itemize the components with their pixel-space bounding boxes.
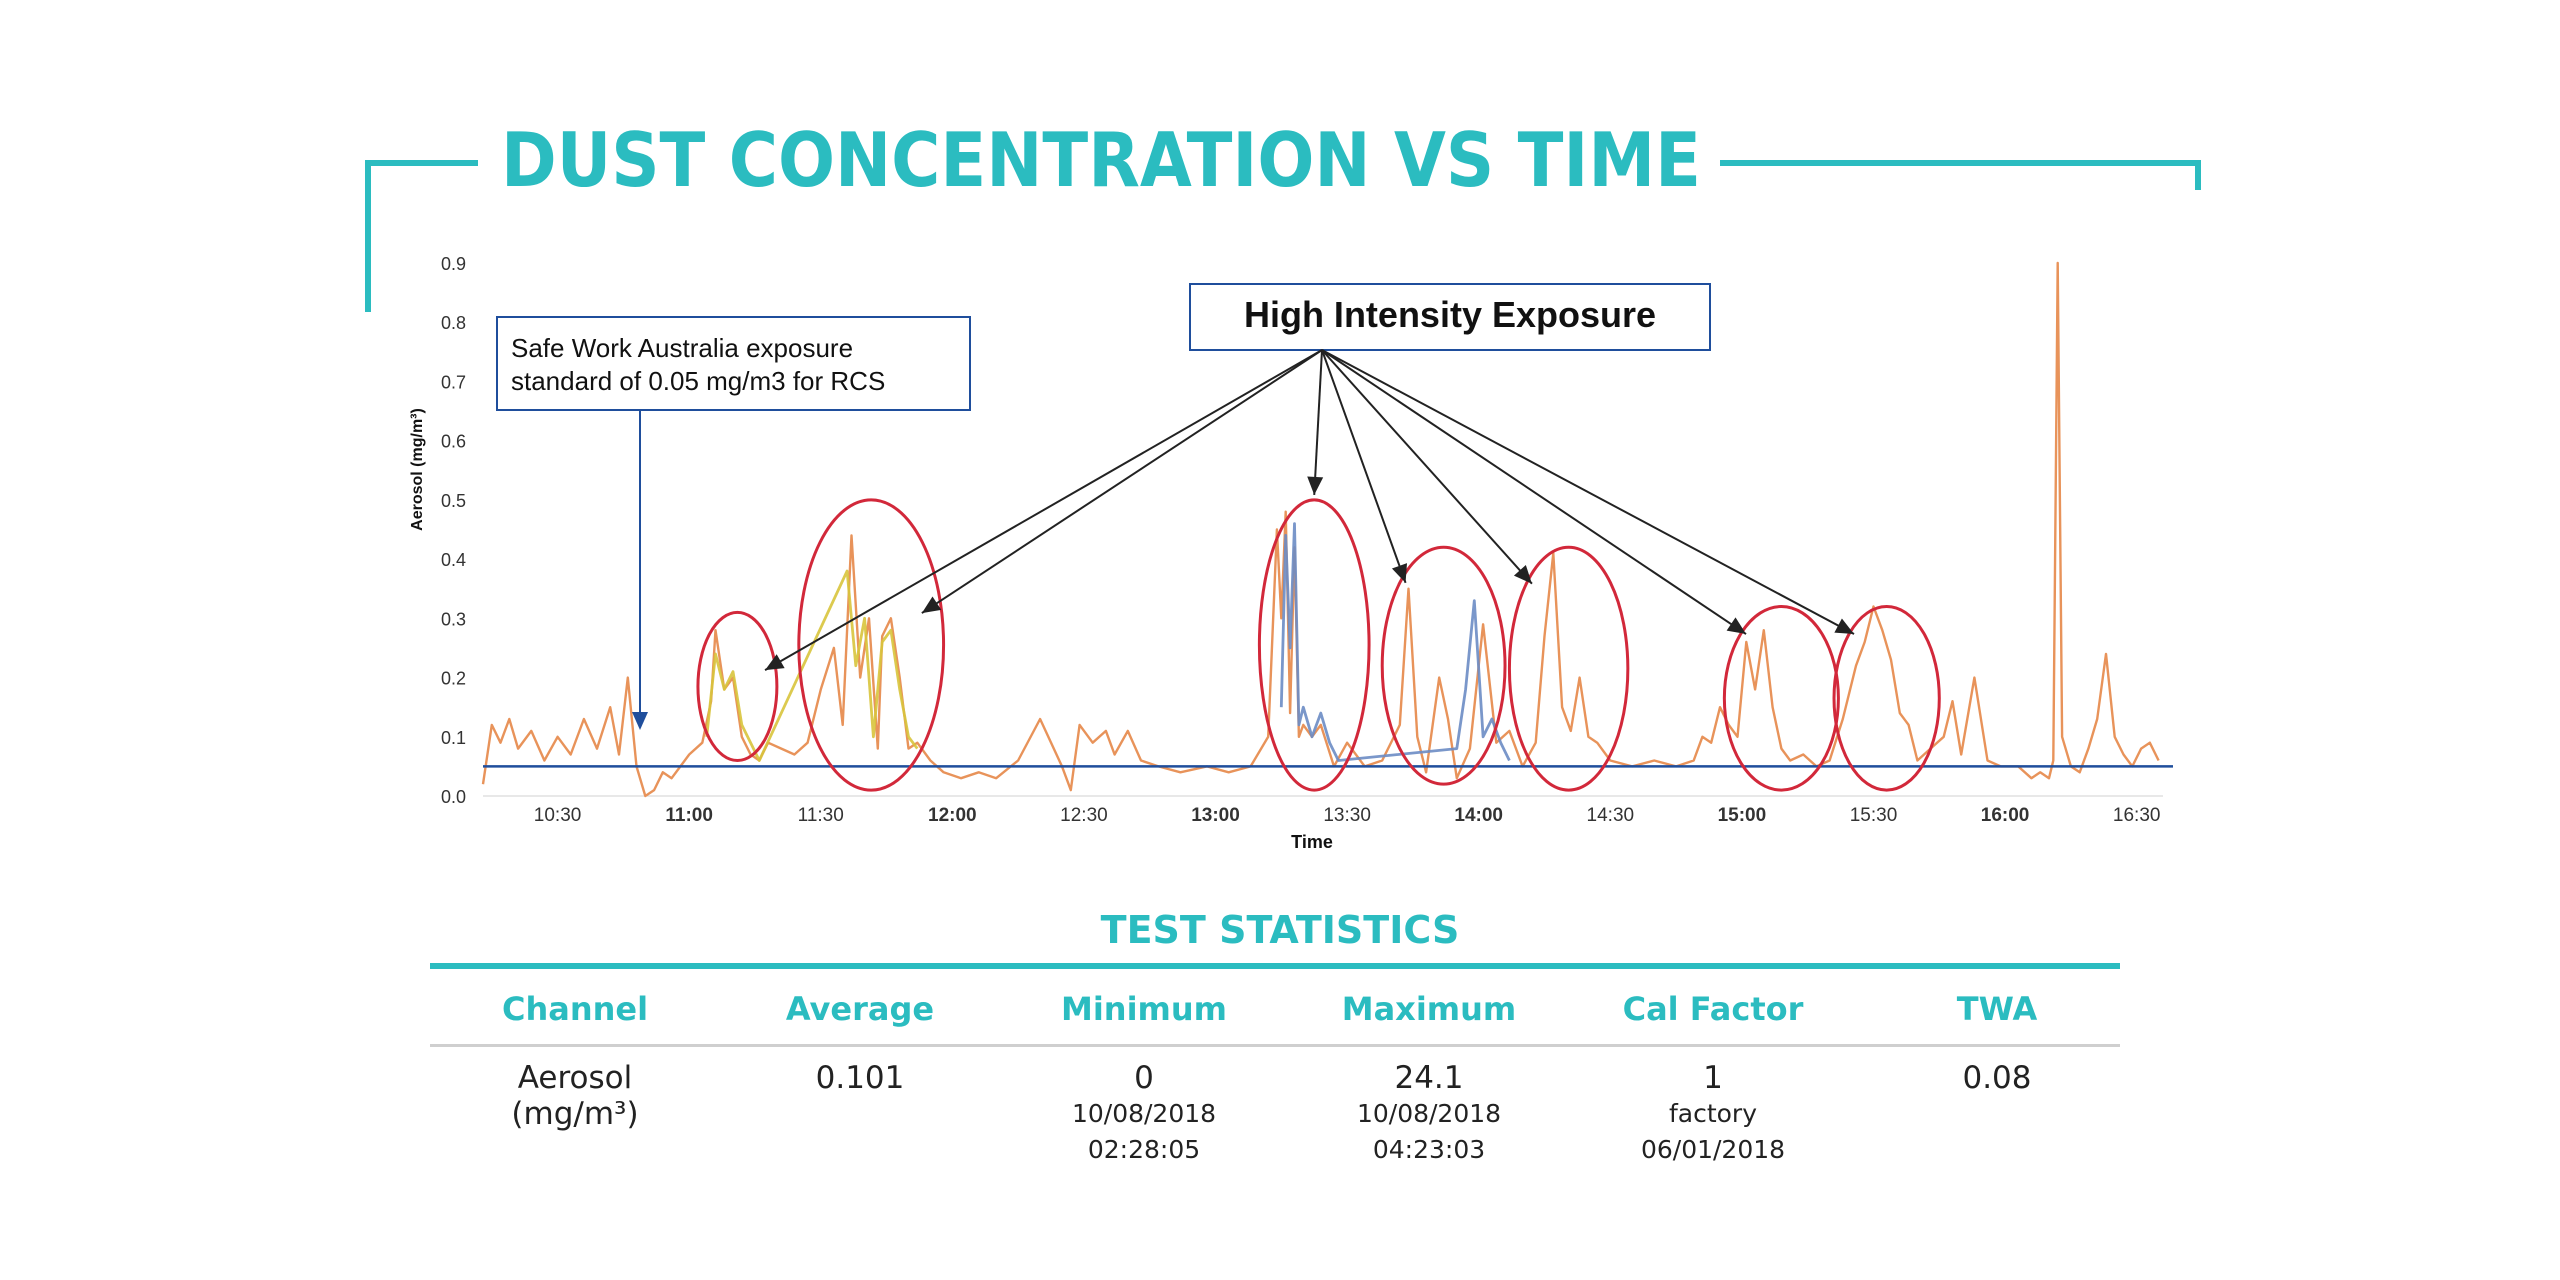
stats-cell-value: 0.101 [815, 1060, 905, 1096]
stats-cell-minimum: 0 10/08/2018 02:28:05 [1004, 1060, 1284, 1168]
highlight-arrow-line-5 [1321, 349, 1533, 585]
stats-cell-detail: 10/08/2018 [1071, 1099, 1217, 1128]
page-title: DUST CONCENTRATION VS TIME [501, 116, 1701, 204]
highlight-circle-7 [1832, 604, 1941, 792]
series-line-3 [1279, 522, 1511, 762]
arrow-layer [632, 349, 1855, 730]
x-tick-label: 11:00 [665, 805, 713, 826]
x-tick-label: 14:00 [1454, 805, 1503, 826]
header-cal-factor: Cal Factor [1622, 990, 1804, 1028]
stats-cell-maximum: 24.1 10/08/2018 04:23:03 [1289, 1060, 1569, 1168]
y-tick-label: 0.9 [441, 254, 466, 274]
y-tick-label: 0.0 [441, 787, 466, 807]
x-tick-label: 12:00 [928, 805, 977, 826]
stats-cell-value: Aerosol [517, 1060, 633, 1096]
highlight-circle-4 [1380, 545, 1507, 786]
x-tick-label: 15:30 [1850, 805, 1898, 826]
stats-rule-top [430, 963, 2120, 969]
highlight-circle-5 [1507, 545, 1630, 792]
y-tick-label: 0.1 [441, 728, 466, 748]
y-tick-label: 0.8 [441, 313, 466, 333]
x-tick-label: 15:00 [1718, 805, 1767, 826]
dust-chart: DUST CONCENTRATION VS TIME 0.00.10.20.30… [365, 116, 2201, 852]
header-minimum: Minimum [1060, 990, 1228, 1028]
stats-cell-detail: 10/08/2018 [1356, 1099, 1502, 1128]
header-average: Average [785, 990, 935, 1028]
x-tick-label: 11:30 [798, 805, 844, 826]
y-tick-label: 0.4 [441, 550, 466, 570]
highlight-label: High Intensity Exposure [1244, 294, 1656, 335]
stats-cell-value: 0.08 [1962, 1060, 2032, 1096]
highlight-arrow-line-2 [921, 349, 1323, 614]
header-maximum: Maximum [1341, 990, 1517, 1028]
stats-cell-value: 24.1 [1394, 1060, 1464, 1096]
header-channel: Channel [501, 990, 649, 1028]
highlight-label-box [1189, 283, 1711, 351]
highlight-arrow-head-3 [1307, 476, 1324, 495]
highlight-arrow-head-6 [1726, 617, 1747, 635]
x-tick-label: 10:30 [534, 805, 582, 826]
stats-cell-average: 0.101 [720, 1060, 1000, 1096]
stats-rule-mid [430, 1044, 2120, 1047]
series-layer [481, 261, 2173, 798]
highlight-arrow-line-1 [764, 349, 1323, 672]
highlight-circle-3 [1257, 498, 1371, 792]
stats-cell-detail: 02:28:05 [1087, 1135, 1201, 1164]
stats-cell-detail: 06/01/2018 [1640, 1135, 1786, 1164]
highlight-arrow-head-1 [765, 654, 785, 671]
axis-layer: 0.0 0.1 0.2 0.3 0.4 0.5 0.6 0.7 0.8 0.9 10:30 11:00… [409, 254, 2163, 852]
x-axis-label: Time [1291, 832, 1333, 852]
stats-cell-value: 1 [1703, 1060, 1723, 1096]
y-tick-label: 0.7 [441, 372, 466, 392]
highlight-arrow-line-6 [1321, 349, 1747, 635]
stats-cell-detail: 04:23:03 [1372, 1135, 1486, 1164]
highlight-arrow-line-4 [1321, 349, 1407, 584]
highlight-arrow-line-7 [1321, 349, 1855, 635]
highlight-arrow-head-7 [1834, 618, 1855, 635]
highlight-layer [696, 498, 1941, 792]
highlight-arrow-line-3 [1313, 349, 1323, 495]
stats-cell-value: 0 [1134, 1060, 1154, 1096]
reference-box [496, 316, 971, 411]
highlight-arrow-head-4 [1391, 563, 1408, 583]
reference-box-line-2: standard of 0.05 mg/m3 for RCS [511, 366, 885, 396]
title-frame-left [365, 160, 478, 312]
x-tick-label: 13:00 [1191, 805, 1240, 826]
stats-cell-detail: (mg/m³) [511, 1096, 639, 1132]
y-tick-label: 0.3 [441, 609, 466, 629]
y-tick-label: 0.6 [441, 432, 466, 452]
title-frame-right [1720, 160, 2201, 190]
series-line-2 [705, 569, 919, 762]
x-tick-label: 16:00 [1981, 805, 2030, 826]
highlight-circle-1 [696, 610, 779, 762]
highlight-arrow-head-2 [921, 596, 942, 614]
x-tick-label: 14:30 [1587, 805, 1635, 826]
reference-arrow-head [632, 712, 648, 730]
stats-cell-detail: factory [1668, 1099, 1758, 1128]
highlight-circle-6 [1722, 604, 1840, 792]
stats-cell-twa: 0.08 [1857, 1060, 2137, 1096]
highlight-arrow-head-5 [1513, 564, 1532, 584]
stats-cell-channel: Aerosol (mg/m³) [435, 1060, 715, 1132]
stats-title: TEST STATISTICS [1100, 908, 1460, 952]
reference-box-line-1: Safe Work Australia exposure [511, 333, 853, 363]
x-tick-label: 12:30 [1060, 805, 1108, 826]
y-axis-label: Aerosol (mg/m³) [409, 408, 426, 531]
x-tick-label: 16:30 [2113, 805, 2161, 826]
x-tick-label: 13:30 [1323, 805, 1371, 826]
header-twa: TWA [1956, 990, 2038, 1028]
stats-cell-cal-factor: 1 factory 06/01/2018 [1573, 1060, 1853, 1168]
y-tick-label: 0.2 [441, 669, 466, 689]
highlight-circle-2 [797, 498, 946, 792]
y-tick-label: 0.5 [441, 491, 466, 511]
